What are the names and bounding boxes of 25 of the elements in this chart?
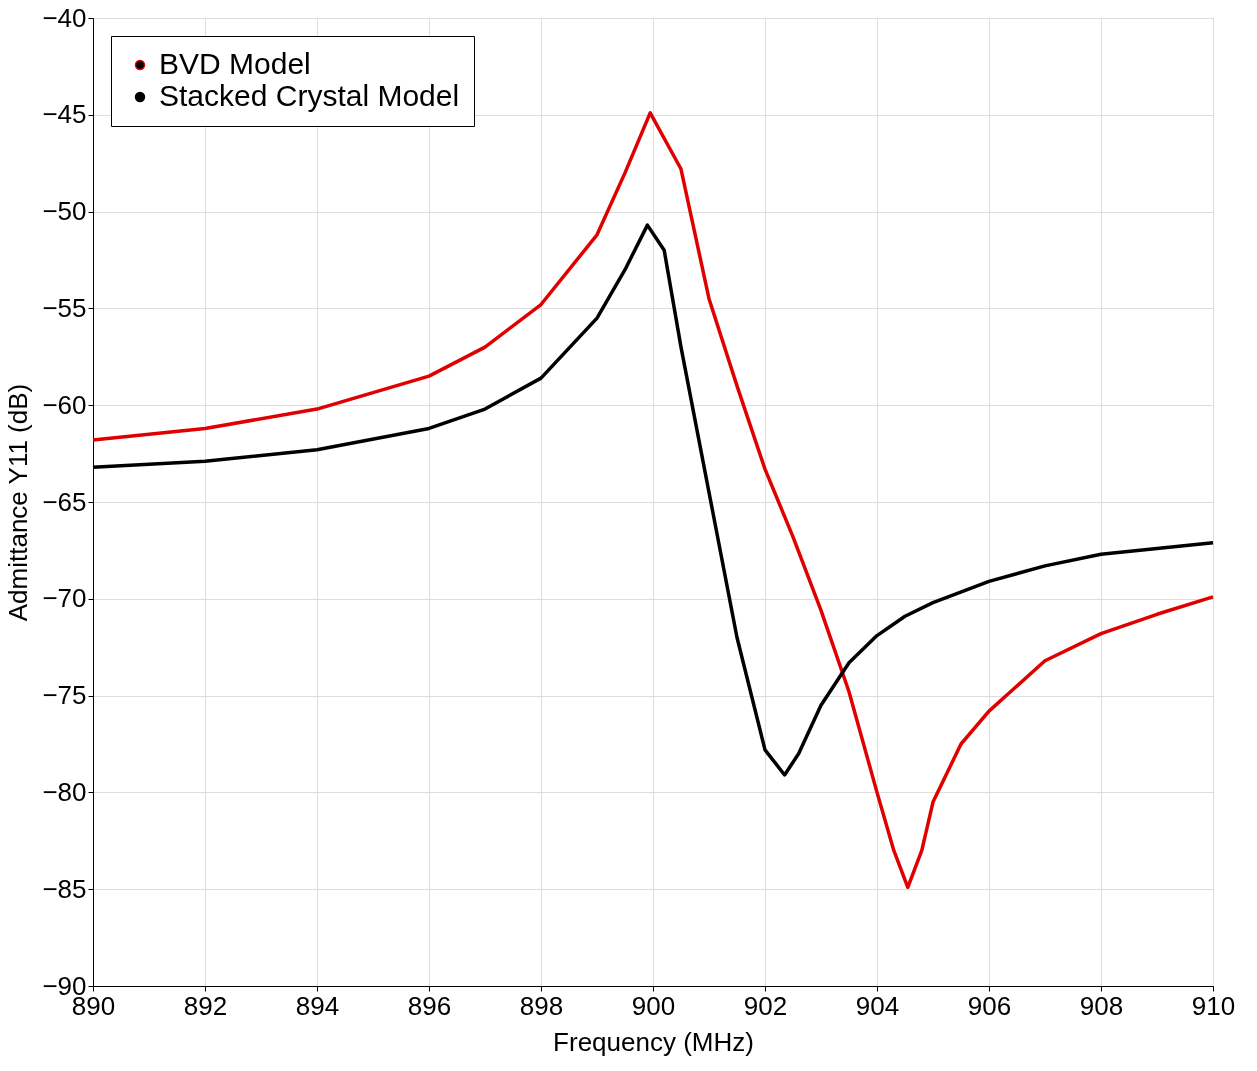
x-axis-title: Frequency (MHz) xyxy=(553,1026,754,1057)
x-tick-label: 894 xyxy=(295,990,340,1021)
x-tick-label: 902 xyxy=(743,990,788,1021)
y-tick-label: −75 xyxy=(42,680,87,711)
legend-label: Stacked Crystal Model xyxy=(159,79,460,112)
y-tick-label: −40 xyxy=(42,2,87,33)
y-tick-label: −85 xyxy=(42,873,87,904)
y-tick-label: −60 xyxy=(42,389,87,420)
x-tick-label: 910 xyxy=(1191,990,1236,1021)
y-tick-label: −45 xyxy=(42,99,87,130)
x-tick-label: 900 xyxy=(631,990,676,1021)
x-tick-label: 908 xyxy=(1079,990,1124,1021)
y-tick-label: −65 xyxy=(42,486,87,517)
y-tick-label: −70 xyxy=(42,583,87,614)
y-tick-label: −55 xyxy=(42,292,87,323)
y-tick-label: −80 xyxy=(42,776,87,807)
x-tick-label: 896 xyxy=(407,990,452,1021)
x-tick-label: 906 xyxy=(967,990,1012,1021)
x-tick-label: 898 xyxy=(519,990,564,1021)
line-series xyxy=(91,111,1215,890)
y-tick-label: −50 xyxy=(42,196,87,227)
legend-label: BVD Model xyxy=(159,47,311,80)
x-tick-label: 892 xyxy=(183,990,228,1021)
x-tick-label: 904 xyxy=(855,990,900,1021)
y-axis-title: Admittance Y11 (dB) xyxy=(3,383,34,622)
